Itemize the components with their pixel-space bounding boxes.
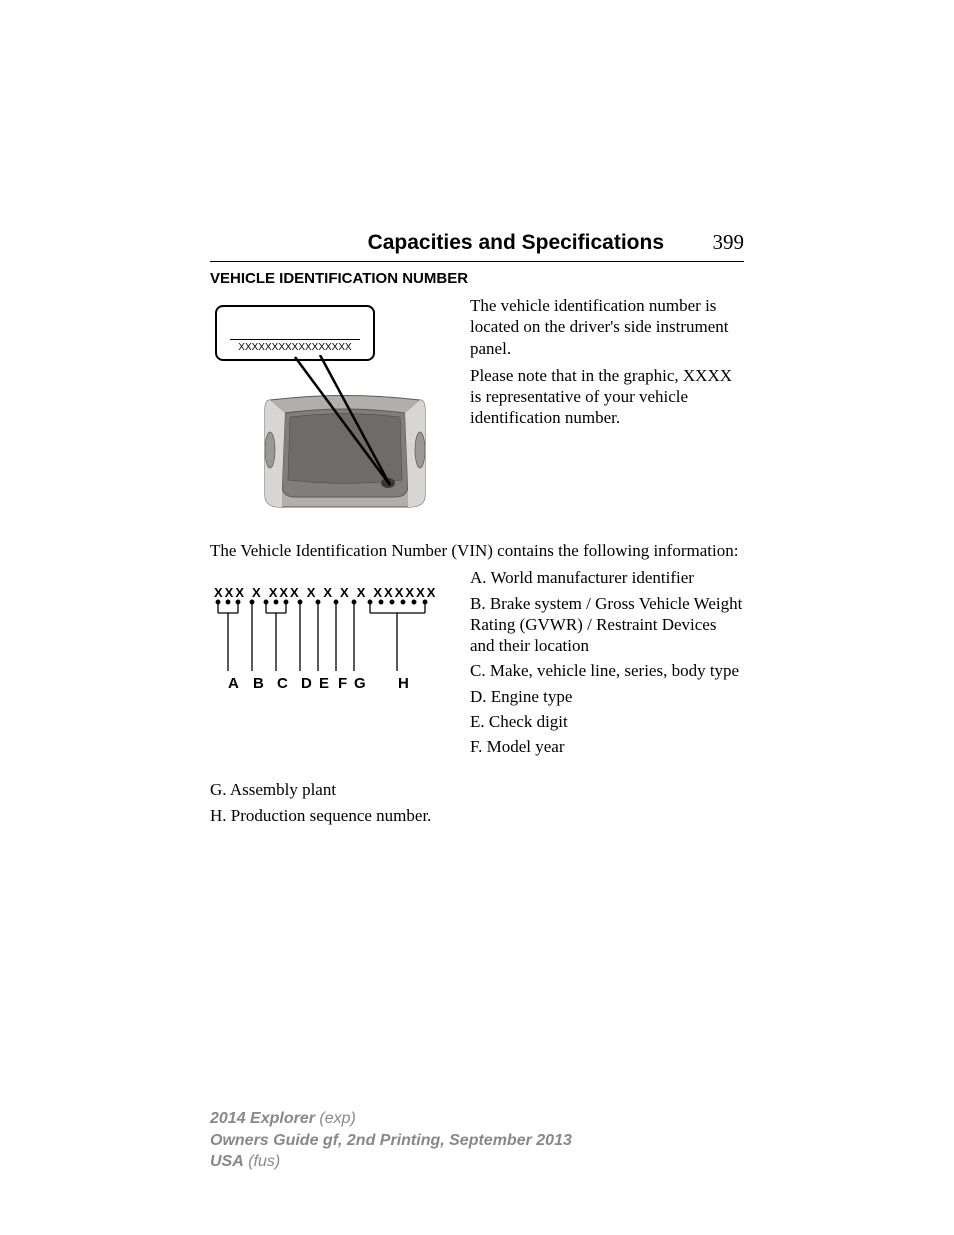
- vin-decode-block: XXX X XXX X X X X XXXXXX: [210, 567, 744, 761]
- vin-item-f: F. Model year: [470, 736, 744, 757]
- vin-groups-row: XXX X XXX X X X X XXXXXX: [214, 585, 437, 600]
- vin-location-text: The vehicle identification number is loc…: [470, 295, 744, 520]
- page-number: 399: [704, 230, 744, 255]
- vin-group-b: X: [252, 585, 263, 600]
- vin-plate-text: XXXXXXXXXXXXXXXXX: [230, 339, 360, 353]
- page-footer: 2014 Explorer (exp) Owners Guide gf, 2nd…: [210, 1108, 572, 1173]
- vin-location-figure: XXXXXXXXXXXXXXXXX: [210, 295, 450, 520]
- vin-label-d: D: [301, 675, 312, 692]
- vin-item-e: E. Check digit: [470, 711, 744, 732]
- footer-line1: 2014 Explorer (exp): [210, 1108, 572, 1130]
- intro-p1: The vehicle identification number is loc…: [470, 295, 744, 359]
- vin-group-e: X: [323, 585, 334, 600]
- vin-decode-figure: XXX X XXX X X X X XXXXXX: [210, 567, 450, 702]
- intro-p2: Please note that in the graphic, XXXX is…: [470, 365, 744, 429]
- pointer-lines: [290, 355, 420, 505]
- vin-item-g: G. Assembly plant: [210, 779, 744, 800]
- vin-label-b: B: [253, 675, 264, 692]
- vin-label-g: G: [354, 675, 366, 692]
- vin-item-d: D. Engine type: [470, 686, 744, 707]
- chapter-title: Capacities and Specifications: [210, 231, 704, 255]
- vin-group-d: X: [307, 585, 318, 600]
- vin-brackets: [210, 599, 450, 675]
- vin-group-h: XXXXXX: [373, 585, 437, 600]
- vin-label-f: F: [338, 675, 347, 692]
- vin-plate: XXXXXXXXXXXXXXXXX: [215, 305, 375, 361]
- page-header: Capacities and Specifications 399: [210, 230, 744, 262]
- vin-group-g: X: [357, 585, 368, 600]
- vin-item-a: A. World manufacturer identifier: [470, 567, 744, 588]
- vin-group-c: XXX: [269, 585, 301, 600]
- vin-group-f: X: [340, 585, 351, 600]
- vin-items-below: G. Assembly plant H. Production sequence…: [210, 779, 744, 826]
- footer-line2: Owners Guide gf, 2nd Printing, September…: [210, 1130, 572, 1152]
- vin-group-a: XXX: [214, 585, 246, 600]
- vin-label-h: H: [398, 675, 409, 692]
- vin-contains-text: The Vehicle Identification Number (VIN) …: [210, 540, 744, 561]
- vin-label-e: E: [319, 675, 329, 692]
- vin-decode-figure-wrap: XXX X XXX X X X X XXXXXX: [210, 567, 450, 761]
- vin-item-b: B. Brake system / Gross Vehicle Weight R…: [470, 593, 744, 657]
- vin-item-c: C. Make, vehicle line, series, body type: [470, 660, 744, 681]
- vin-location-figure-wrap: XXXXXXXXXXXXXXXXX: [210, 295, 450, 520]
- vin-item-h: H. Production sequence number.: [210, 805, 744, 826]
- vin-label-a: A: [228, 675, 239, 692]
- section-heading: VEHICLE IDENTIFICATION NUMBER: [210, 270, 744, 287]
- vin-location-block: XXXXXXXXXXXXXXXXX The: [210, 295, 744, 520]
- page-content: Capacities and Specifications 399 VEHICL…: [0, 0, 954, 1235]
- vin-label-c: C: [277, 675, 288, 692]
- vin-items-right: A. World manufacturer identifier B. Brak…: [470, 567, 744, 761]
- footer-line3: USA (fus): [210, 1151, 572, 1173]
